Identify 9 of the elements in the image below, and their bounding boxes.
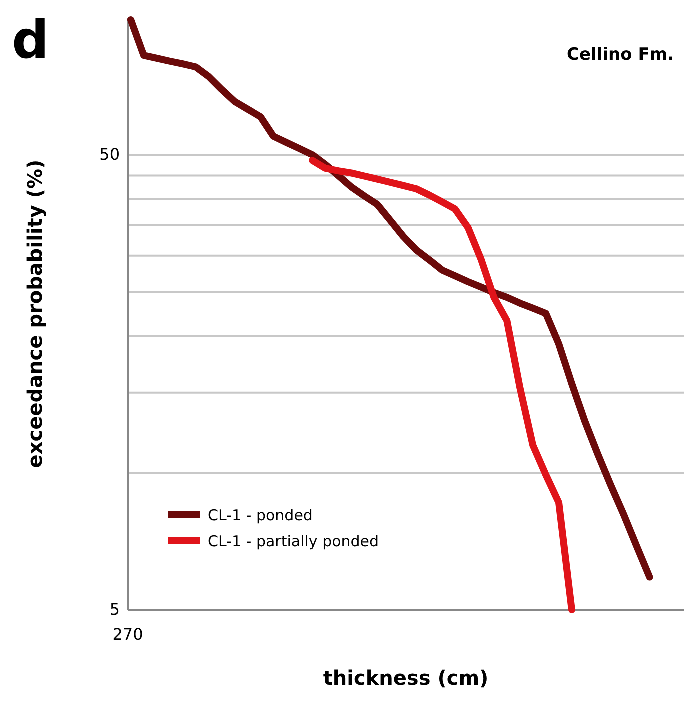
x-axis-title: thickness (cm) <box>323 666 489 690</box>
y-axis-title: exceedance probability (%) <box>23 160 47 468</box>
y-tick-label: 50 <box>100 145 120 164</box>
chart-title: d <box>12 11 50 71</box>
legend-label: CL-1 - ponded <box>208 506 313 524</box>
y-tick-label: 5 <box>110 600 120 620</box>
annotation: Cellino Fm. <box>567 45 674 65</box>
legend-label: CL-1 - partially ponded <box>208 532 380 550</box>
text: 270 <box>112 625 144 644</box>
